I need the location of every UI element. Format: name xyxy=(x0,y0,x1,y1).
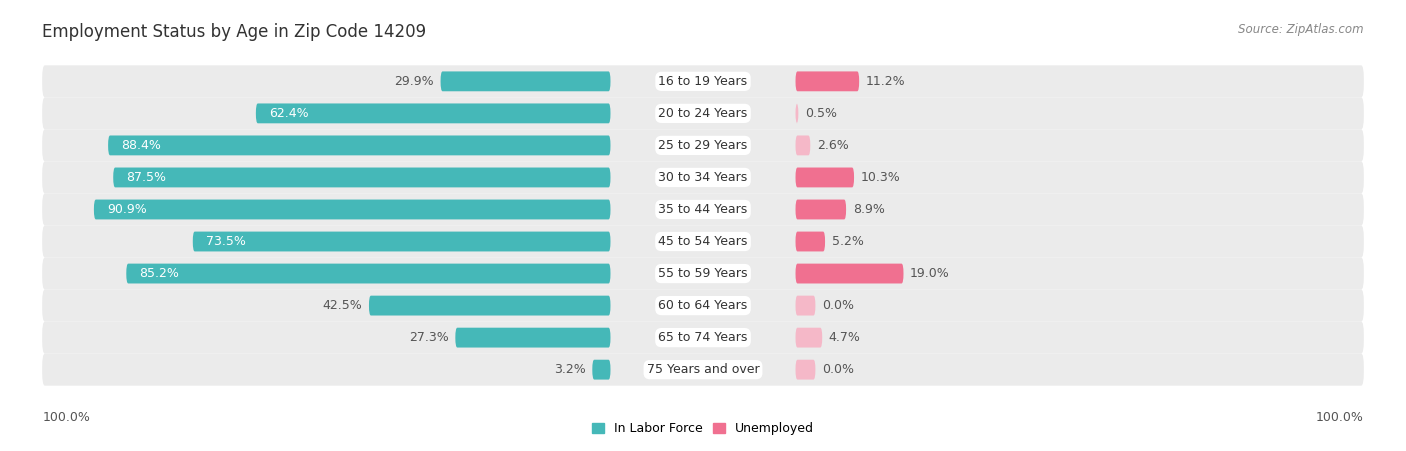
FancyBboxPatch shape xyxy=(42,97,1364,129)
Text: 25 to 29 Years: 25 to 29 Years xyxy=(658,139,748,152)
FancyBboxPatch shape xyxy=(796,296,815,316)
Text: 19.0%: 19.0% xyxy=(910,267,950,280)
FancyBboxPatch shape xyxy=(42,258,1364,290)
FancyBboxPatch shape xyxy=(94,199,610,220)
Text: 10.3%: 10.3% xyxy=(860,171,900,184)
FancyBboxPatch shape xyxy=(456,328,610,348)
FancyBboxPatch shape xyxy=(256,103,610,123)
FancyBboxPatch shape xyxy=(440,71,610,91)
Text: 90.9%: 90.9% xyxy=(107,203,146,216)
FancyBboxPatch shape xyxy=(796,103,799,123)
FancyBboxPatch shape xyxy=(796,231,825,252)
FancyBboxPatch shape xyxy=(42,226,1364,258)
Text: 11.2%: 11.2% xyxy=(866,75,905,88)
Text: 60 to 64 Years: 60 to 64 Years xyxy=(658,299,748,312)
Text: 87.5%: 87.5% xyxy=(127,171,166,184)
Text: 55 to 59 Years: 55 to 59 Years xyxy=(658,267,748,280)
FancyBboxPatch shape xyxy=(42,161,1364,193)
Text: 42.5%: 42.5% xyxy=(322,299,363,312)
Text: 100.0%: 100.0% xyxy=(42,411,90,424)
Text: 85.2%: 85.2% xyxy=(139,267,180,280)
Text: 29.9%: 29.9% xyxy=(394,75,434,88)
Text: 3.2%: 3.2% xyxy=(554,363,586,376)
FancyBboxPatch shape xyxy=(796,167,853,187)
Text: Employment Status by Age in Zip Code 14209: Employment Status by Age in Zip Code 142… xyxy=(42,23,426,41)
Text: 0.5%: 0.5% xyxy=(806,107,837,120)
FancyBboxPatch shape xyxy=(796,264,904,284)
Text: 62.4%: 62.4% xyxy=(269,107,309,120)
Text: 8.9%: 8.9% xyxy=(852,203,884,216)
Text: 73.5%: 73.5% xyxy=(207,235,246,248)
FancyBboxPatch shape xyxy=(796,199,846,220)
Text: 35 to 44 Years: 35 to 44 Years xyxy=(658,203,748,216)
Text: 5.2%: 5.2% xyxy=(832,235,863,248)
FancyBboxPatch shape xyxy=(42,290,1364,322)
FancyBboxPatch shape xyxy=(42,354,1364,386)
FancyBboxPatch shape xyxy=(42,65,1364,97)
FancyBboxPatch shape xyxy=(368,296,610,316)
FancyBboxPatch shape xyxy=(42,129,1364,161)
Text: 45 to 54 Years: 45 to 54 Years xyxy=(658,235,748,248)
Text: 88.4%: 88.4% xyxy=(121,139,162,152)
FancyBboxPatch shape xyxy=(114,167,610,187)
Text: 4.7%: 4.7% xyxy=(828,331,860,344)
Text: 75 Years and over: 75 Years and over xyxy=(647,363,759,376)
Text: Source: ZipAtlas.com: Source: ZipAtlas.com xyxy=(1239,23,1364,36)
Text: 16 to 19 Years: 16 to 19 Years xyxy=(658,75,748,88)
FancyBboxPatch shape xyxy=(108,135,610,155)
Text: 65 to 74 Years: 65 to 74 Years xyxy=(658,331,748,344)
FancyBboxPatch shape xyxy=(42,322,1364,354)
Legend: In Labor Force, Unemployed: In Labor Force, Unemployed xyxy=(592,422,814,435)
FancyBboxPatch shape xyxy=(42,193,1364,226)
Text: 0.0%: 0.0% xyxy=(823,299,853,312)
FancyBboxPatch shape xyxy=(796,328,823,348)
Text: 30 to 34 Years: 30 to 34 Years xyxy=(658,171,748,184)
Text: 27.3%: 27.3% xyxy=(409,331,449,344)
FancyBboxPatch shape xyxy=(796,71,859,91)
Text: 2.6%: 2.6% xyxy=(817,139,849,152)
Text: 100.0%: 100.0% xyxy=(1316,411,1364,424)
Text: 20 to 24 Years: 20 to 24 Years xyxy=(658,107,748,120)
FancyBboxPatch shape xyxy=(592,360,610,380)
FancyBboxPatch shape xyxy=(796,135,810,155)
FancyBboxPatch shape xyxy=(796,360,815,380)
FancyBboxPatch shape xyxy=(193,231,610,252)
FancyBboxPatch shape xyxy=(127,264,610,284)
Text: 0.0%: 0.0% xyxy=(823,363,853,376)
